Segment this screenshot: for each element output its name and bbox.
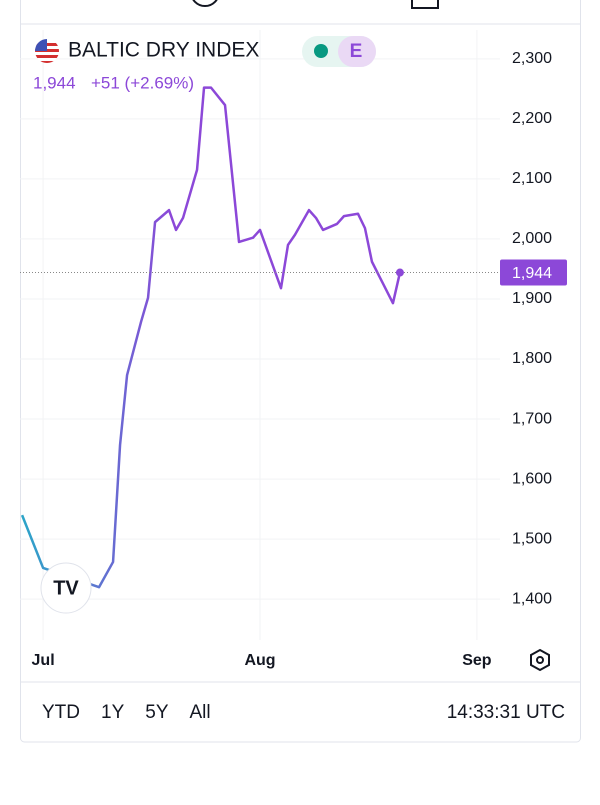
y-tick-label: 1,700 <box>512 410 552 427</box>
y-tick-label: 2,100 <box>512 170 552 187</box>
range-button[interactable]: All <box>190 702 211 723</box>
range-button[interactable]: 5Y <box>145 702 169 723</box>
status-dot <box>314 44 328 58</box>
tv-logo-mark: TV <box>53 577 79 599</box>
change: +51 (+2.69%) <box>91 73 194 92</box>
range-button[interactable]: 1Y <box>101 702 125 723</box>
y-tick-label: 1,400 <box>512 590 552 607</box>
clock: 14:33:31 UTC <box>447 702 565 723</box>
x-tick-label: Aug <box>244 652 275 669</box>
y-tick-label: 2,200 <box>512 110 552 127</box>
chart-title: BALTIC DRY INDEX <box>68 39 259 62</box>
price: 1,944 <box>33 73 76 92</box>
price-tag-label: 1,944 <box>512 265 552 282</box>
y-tick-label: 1,900 <box>512 290 552 307</box>
x-tick-label: Sep <box>462 652 492 669</box>
y-tick-label: 1,600 <box>512 470 552 487</box>
badge-label: E <box>350 41 363 62</box>
tv-logo[interactable] <box>40 562 92 614</box>
price-line <box>20 86 402 589</box>
y-tick-label: 2,300 <box>512 50 552 67</box>
price-tag <box>500 259 567 286</box>
toolbar-icon[interactable] <box>191 0 219 7</box>
settings-icon-center <box>536 656 544 664</box>
y-tick-label: 1,800 <box>512 350 552 367</box>
flag-icon <box>35 39 59 63</box>
last-point <box>395 268 404 277</box>
settings-icon[interactable] <box>530 648 550 672</box>
y-tick-label: 1,500 <box>512 530 552 547</box>
card <box>20 0 581 743</box>
x-tick-label: Jul <box>32 652 55 669</box>
range-button[interactable]: YTD <box>42 702 80 723</box>
y-tick-label: 2,000 <box>512 230 552 247</box>
indicators-icon[interactable] <box>411 0 439 9</box>
badge-e-bg <box>338 36 376 67</box>
